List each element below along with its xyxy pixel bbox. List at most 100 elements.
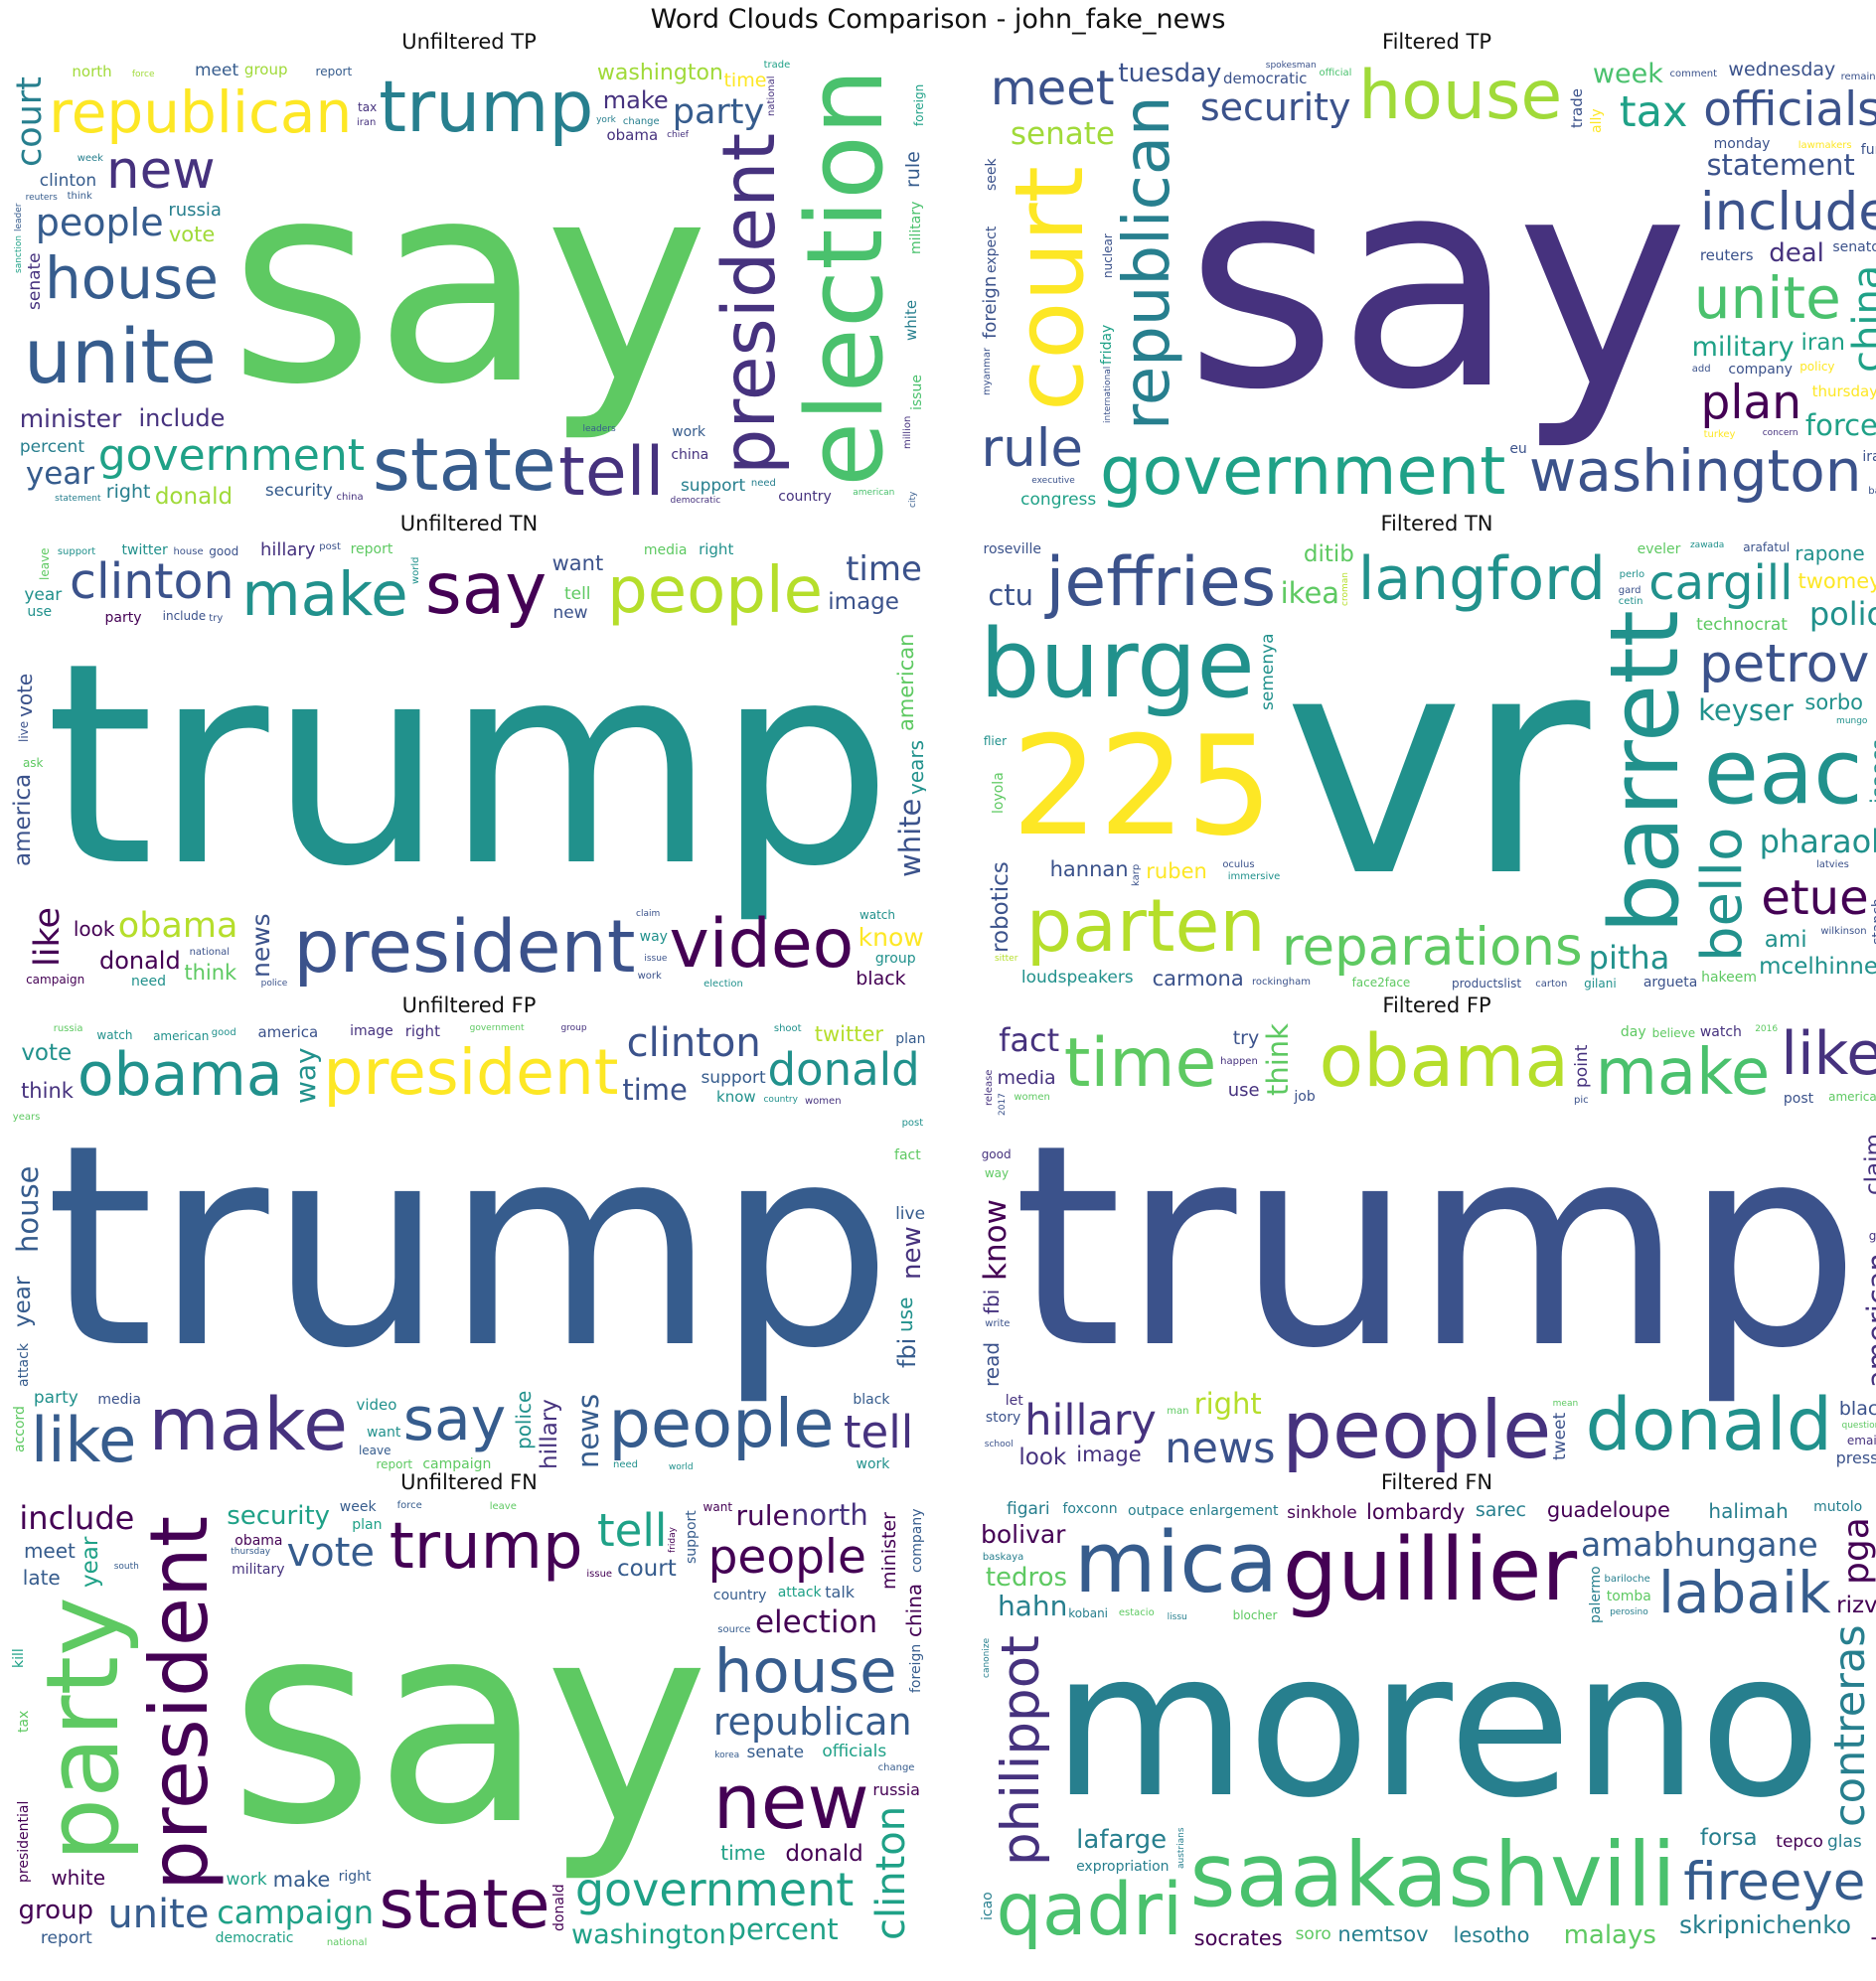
cloud-word: saakashvili <box>1189 1831 1676 1919</box>
cloud-word: 225 <box>1012 718 1273 855</box>
cloud-word: friday <box>669 1527 678 1553</box>
cloud-word: meet <box>991 65 1115 112</box>
cloud-word: government <box>98 434 365 478</box>
cloud-word: people <box>708 1534 866 1581</box>
cloud-word: question <box>1842 1422 1876 1431</box>
cloud-word: statement <box>1706 151 1854 180</box>
cloud-word: enlargement <box>1189 1504 1279 1518</box>
cloud-word: plan <box>1701 380 1801 426</box>
cloud-word: unite <box>1694 269 1841 327</box>
cloud-word: isaacs <box>1869 739 1876 804</box>
cloud-word: moreno <box>1052 1624 1822 1825</box>
cloud-word: group <box>875 952 916 966</box>
cloud-word: baskaya <box>983 1553 1023 1563</box>
cloud-word: change <box>878 1763 915 1773</box>
cloud-word: hannan <box>1050 859 1129 880</box>
cloud-word: langford <box>1358 549 1606 609</box>
cloud-word: wilkinson <box>1820 927 1866 937</box>
cloud-word: fact <box>999 1024 1059 1056</box>
cloud-word: clinton <box>871 1805 911 1939</box>
cloud-word: trump <box>46 1109 893 1387</box>
cloud-word: company <box>910 1508 924 1573</box>
cloud-word: party <box>673 95 765 130</box>
cloud-word: media <box>644 543 688 557</box>
cloud-word: try <box>1233 1029 1260 1048</box>
cloud-word: fund <box>1861 143 1876 157</box>
cloud-word: think <box>1264 1023 1293 1096</box>
cloud-word: week <box>340 1500 377 1514</box>
cloud-word: happen <box>1220 1057 1258 1067</box>
cloud-word: reparations <box>1282 921 1583 974</box>
cloud-word: bello <box>1695 828 1751 962</box>
cloud-word: state <box>373 429 556 502</box>
cloud-word: hahn <box>998 1593 1067 1620</box>
cloud-word: soro <box>1296 1926 1331 1943</box>
cloud-word: obama <box>78 1045 283 1105</box>
cloud-word: country <box>713 1589 767 1602</box>
cloud-word: washington <box>597 63 723 84</box>
cloud-word: obama <box>1319 1025 1569 1098</box>
cloud-word: work <box>672 425 705 439</box>
cloud-word: president <box>713 133 786 475</box>
cloud-word: trump <box>379 72 593 142</box>
panel-title: Unfiltered FN <box>12 1470 926 1494</box>
cloud-word: donald <box>767 1047 919 1092</box>
cloud-word: look <box>74 919 115 939</box>
cloud-word: foxconn <box>1062 1502 1117 1516</box>
cloud-word: etue <box>1761 874 1868 922</box>
cloud-word: report <box>316 66 353 77</box>
cloud-word: mungo <box>1836 717 1867 726</box>
cloud-word: use <box>1228 1082 1260 1100</box>
cloud-word: 2017 <box>999 1093 1008 1116</box>
panel-title: Filtered FP <box>980 993 1876 1017</box>
cloud-word: city <box>909 492 918 508</box>
cloud-word: halimah <box>1708 1501 1788 1521</box>
cloud-word: include <box>19 1502 134 1534</box>
cloud-word: government <box>575 1867 854 1912</box>
cloud-word: sanction <box>15 234 24 272</box>
cloud-word: like <box>31 1410 136 1471</box>
cloud-word: bariloche <box>1604 1575 1649 1585</box>
cloud-word: time <box>720 1843 765 1863</box>
cloud-word: sarec <box>1476 1501 1526 1520</box>
cloud-word: flier <box>984 735 1007 747</box>
cloud-word: croman <box>1341 572 1350 606</box>
cloud-word: white <box>904 300 919 341</box>
cloud-word: court <box>1004 167 1098 412</box>
cloud-word: live <box>895 1206 925 1223</box>
cloud-word: rule <box>904 152 923 189</box>
cloud-word: blocher <box>1233 1609 1278 1621</box>
cloud-word: foreign <box>913 84 925 126</box>
cloud-word: rockingham <box>1252 978 1311 988</box>
cloud-word: court <box>617 1558 677 1581</box>
cloud-word: stanch <box>1871 898 1876 945</box>
cloud-word: senate <box>27 252 44 310</box>
cloud-word: america <box>257 1025 318 1040</box>
cloud-word: mcelhinney <box>1759 956 1876 979</box>
cloud-word: loudspeakers <box>1021 970 1134 987</box>
cloud-word: tell <box>558 439 664 507</box>
cloud-word: deal <box>1769 240 1824 266</box>
cloud-word: media <box>997 1069 1055 1088</box>
cloud-word: senator <box>1832 240 1876 254</box>
cloud-word: women <box>1014 1093 1050 1103</box>
panel-title: Unfiltered TN <box>12 512 926 535</box>
cloud-word: government <box>470 1024 525 1033</box>
cloud-word: clinton <box>70 557 234 606</box>
cloud-word: force <box>132 71 155 79</box>
cloud-word: china <box>671 448 708 462</box>
cloud-word: years <box>906 740 926 795</box>
cloud-word: myanmar <box>983 348 993 395</box>
cloud-word: senate <box>1011 119 1115 150</box>
cloud-word: fbi <box>982 1290 1002 1314</box>
cloud-word: unite <box>107 1895 209 1934</box>
cloud-word: make <box>1596 1041 1771 1105</box>
cloud-word: year <box>26 459 94 490</box>
cloud-word: glas <box>1827 1834 1862 1851</box>
cloud-word: like <box>31 907 66 967</box>
cloud-word: support <box>58 547 95 557</box>
cloud-word: ctu <box>988 581 1033 610</box>
cloud-word: cargill <box>1648 559 1793 607</box>
